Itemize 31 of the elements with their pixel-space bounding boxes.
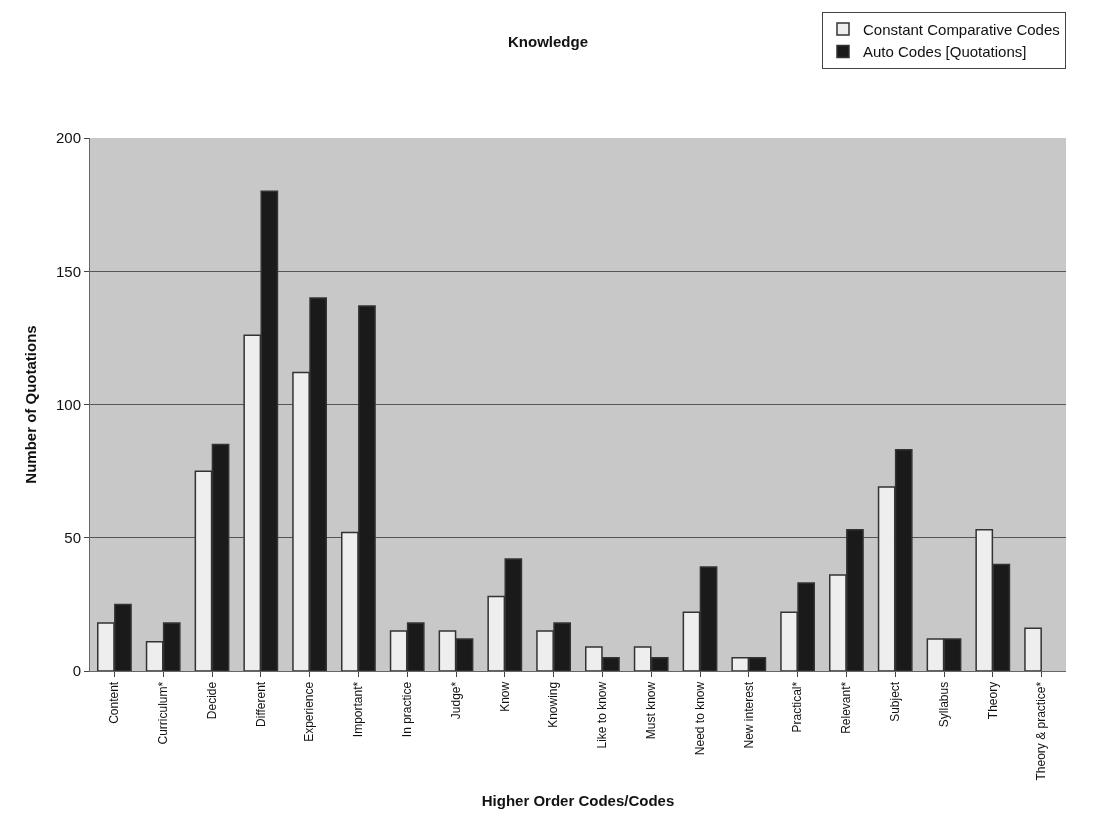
x-tick-label: Relevant* — [839, 681, 854, 734]
x-tick-label: Theory & practice* — [1034, 681, 1049, 781]
legend-label: Auto Codes [Quotations] — [863, 43, 1027, 61]
x-tick-label: New interest — [741, 681, 756, 749]
x-tick-label: Knowing — [546, 681, 561, 728]
y-tick-label: 200 — [55, 129, 81, 147]
x-tick-label: Practical* — [790, 681, 805, 733]
x-tick-label: Judge* — [448, 681, 463, 720]
y-axis-title: Number of Quotations — [22, 325, 40, 484]
x-tick-label: Experience — [302, 681, 317, 742]
x-tick-label: Different — [253, 681, 268, 727]
x-tick-label: Important* — [351, 681, 366, 738]
y-tick-label: 0 — [72, 662, 81, 680]
bar — [1024, 627, 1042, 671]
x-tick-label: Need to know — [692, 681, 707, 756]
x-tick-label: Theory — [985, 681, 1000, 720]
y-tick-label: 150 — [55, 262, 81, 280]
x-tick-label: Syllabus — [936, 681, 951, 728]
y-tick-label: 100 — [55, 395, 81, 413]
x-tick-label: Content — [107, 681, 122, 724]
x-tick-label: In practice — [400, 681, 415, 738]
x-tick-label: Like to know — [595, 681, 610, 749]
x-tick-label: Must know — [644, 681, 659, 740]
x-tick-label: Know — [497, 681, 512, 712]
legend-label: Constant Comparative Codes — [863, 20, 1060, 38]
y-tick-label: 50 — [64, 529, 81, 546]
x-axis-title: Higher Order Codes/Codes — [481, 791, 675, 809]
x-tick-label: Decide — [204, 681, 219, 720]
chart-title: Knowledge — [507, 33, 589, 51]
x-tick-label: Curriculum* — [156, 681, 171, 745]
x-tick-label: Subject — [888, 681, 903, 722]
